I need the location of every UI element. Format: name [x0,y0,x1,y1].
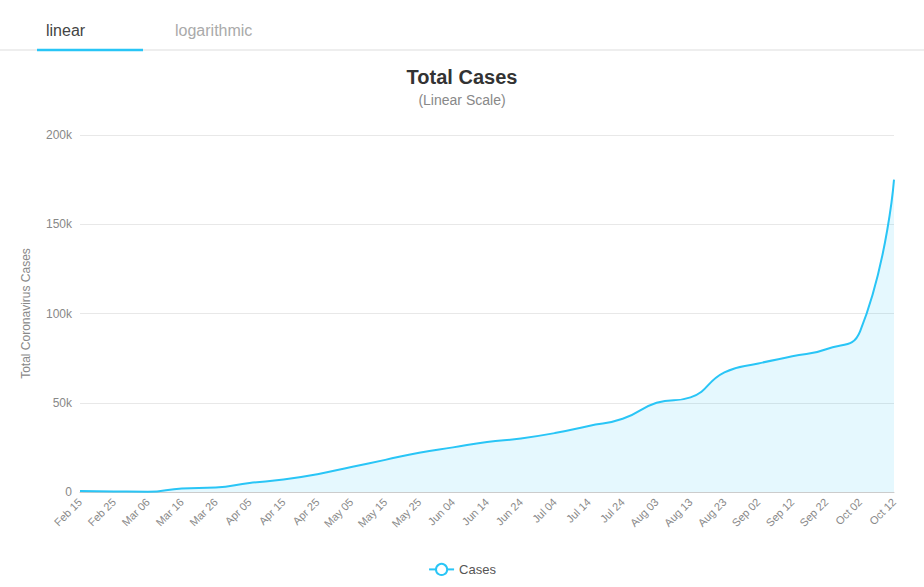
svg-text:Aug 13: Aug 13 [662,496,695,529]
svg-text:Feb 15: Feb 15 [52,496,85,529]
svg-text:200k: 200k [46,128,73,142]
svg-text:Mar 26: Mar 26 [187,496,220,529]
svg-text:Sep 22: Sep 22 [797,496,830,529]
svg-text:Jul 24: Jul 24 [598,496,627,525]
svg-text:Cases: Cases [459,562,496,577]
svg-text:Oct 12: Oct 12 [867,496,898,527]
svg-text:Jun 24: Jun 24 [493,496,525,528]
svg-text:Total Coronavirus Cases: Total Coronavirus Cases [19,248,33,379]
svg-text:linear: linear [46,22,86,39]
svg-text:Apr 25: Apr 25 [290,496,321,527]
svg-text:May 15: May 15 [356,496,390,530]
svg-text:May 05: May 05 [322,496,356,530]
svg-text:(Linear Scale): (Linear Scale) [418,92,505,108]
svg-text:Apr 15: Apr 15 [256,496,287,527]
svg-text:0: 0 [65,485,72,499]
svg-text:May 25: May 25 [389,496,423,530]
svg-text:Jul 14: Jul 14 [564,496,593,525]
svg-text:Jun 14: Jun 14 [459,496,491,528]
svg-text:50k: 50k [53,396,73,410]
svg-text:Total Cases: Total Cases [407,66,518,88]
svg-text:Jul 04: Jul 04 [530,496,559,525]
svg-text:Oct 02: Oct 02 [833,496,864,527]
svg-text:Aug 03: Aug 03 [628,496,661,529]
svg-text:150k: 150k [46,217,73,231]
svg-text:Sep 02: Sep 02 [729,496,762,529]
svg-text:Jun 04: Jun 04 [426,496,458,528]
svg-text:Mar 06: Mar 06 [119,496,152,529]
svg-text:Apr 05: Apr 05 [222,496,253,527]
svg-text:Sep 12: Sep 12 [763,496,796,529]
svg-text:logarithmic: logarithmic [175,22,252,39]
svg-text:Aug 23: Aug 23 [696,496,729,529]
svg-text:Mar 16: Mar 16 [153,496,186,529]
svg-text:100k: 100k [46,307,73,321]
svg-text:Feb 25: Feb 25 [85,496,118,529]
